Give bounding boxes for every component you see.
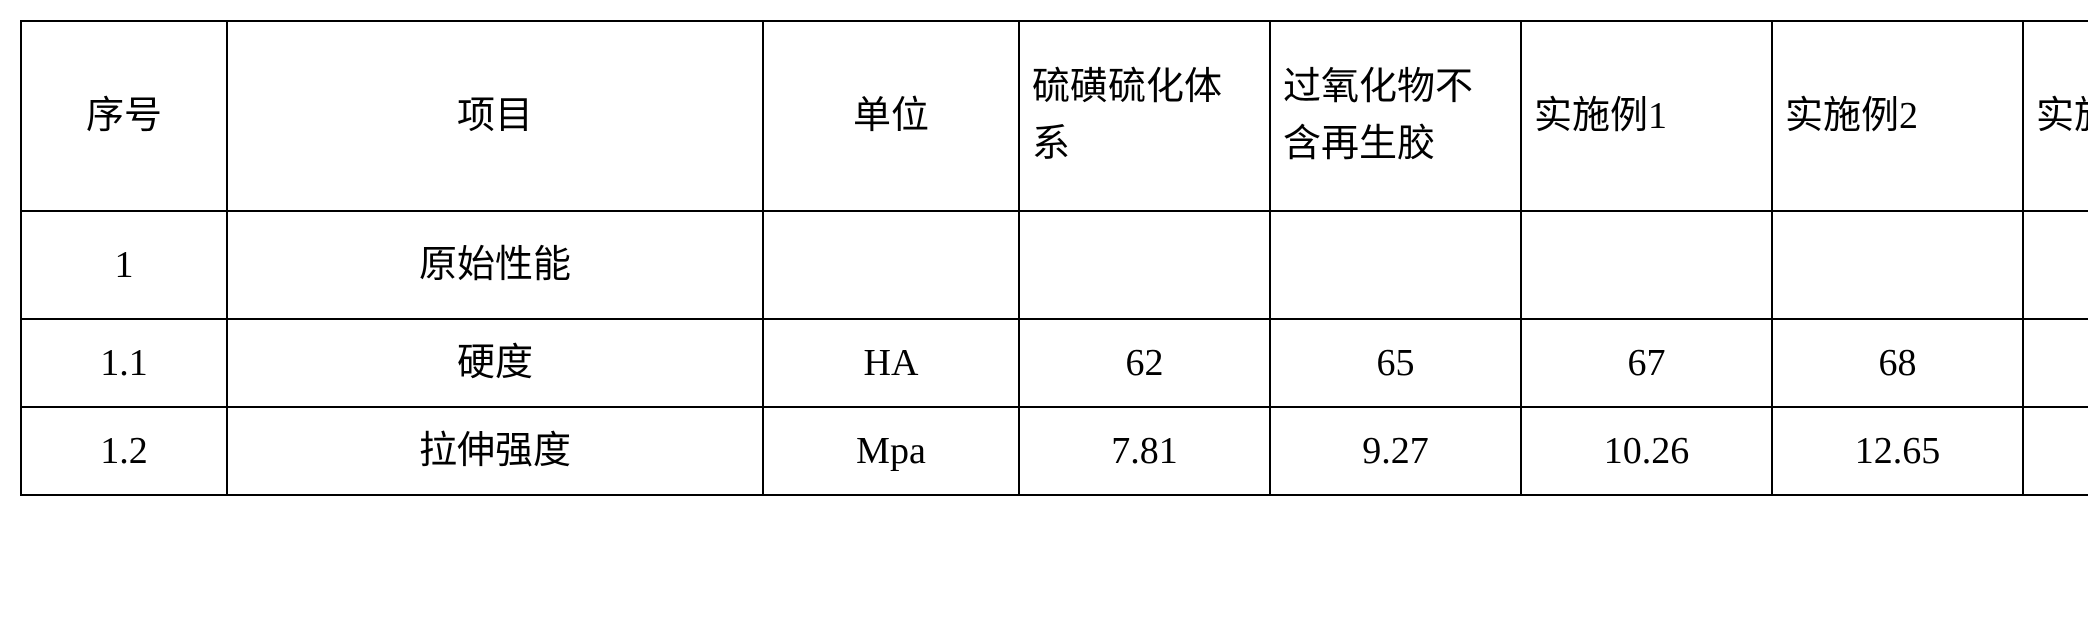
cell-item: 原始性能 [227, 211, 763, 319]
col-header-ex3: 实施例3 [2023, 21, 2088, 211]
cell-item: 硬度 [227, 319, 763, 407]
cell-seq: 1.2 [21, 407, 227, 495]
cell-unit [763, 211, 1019, 319]
cell-v5: 11.37 [2023, 407, 2088, 495]
data-table-container: 序号 项目 单位 硫磺硫化体系 过氧化物不含再生胶 实施例1 实施例2 实施例3… [20, 20, 2068, 496]
col-header-item: 项目 [227, 21, 763, 211]
col-header-peroxide: 过氧化物不含再生胶 [1270, 21, 1521, 211]
cell-item: 拉伸强度 [227, 407, 763, 495]
cell-v5: 68 [2023, 319, 2088, 407]
col-header-seq: 序号 [21, 21, 227, 211]
cell-v3: 67 [1521, 319, 1772, 407]
table-row: 1.1 硬度 HA 62 65 67 68 68 [21, 319, 2088, 407]
col-header-unit: 单位 [763, 21, 1019, 211]
cell-seq: 1.1 [21, 319, 227, 407]
cell-v1: 62 [1019, 319, 1270, 407]
table-row: 1.2 拉伸强度 Mpa 7.81 9.27 10.26 12.65 11.37 [21, 407, 2088, 495]
cell-v4: 12.65 [1772, 407, 2023, 495]
cell-v2: 65 [1270, 319, 1521, 407]
cell-unit: HA [763, 319, 1019, 407]
col-header-ex2: 实施例2 [1772, 21, 2023, 211]
cell-v4: 68 [1772, 319, 2023, 407]
cell-unit: Mpa [763, 407, 1019, 495]
col-header-sulfur: 硫磺硫化体系 [1019, 21, 1270, 211]
cell-v5 [2023, 211, 2088, 319]
table-row: 1 原始性能 [21, 211, 2088, 319]
cell-v2: 9.27 [1270, 407, 1521, 495]
cell-v3 [1521, 211, 1772, 319]
cell-v2 [1270, 211, 1521, 319]
cell-v1 [1019, 211, 1270, 319]
col-header-ex1: 实施例1 [1521, 21, 1772, 211]
cell-v4 [1772, 211, 2023, 319]
data-table: 序号 项目 单位 硫磺硫化体系 过氧化物不含再生胶 实施例1 实施例2 实施例3… [20, 20, 2088, 496]
table-header-row: 序号 项目 单位 硫磺硫化体系 过氧化物不含再生胶 实施例1 实施例2 实施例3 [21, 21, 2088, 211]
cell-seq: 1 [21, 211, 227, 319]
cell-v1: 7.81 [1019, 407, 1270, 495]
cell-v3: 10.26 [1521, 407, 1772, 495]
